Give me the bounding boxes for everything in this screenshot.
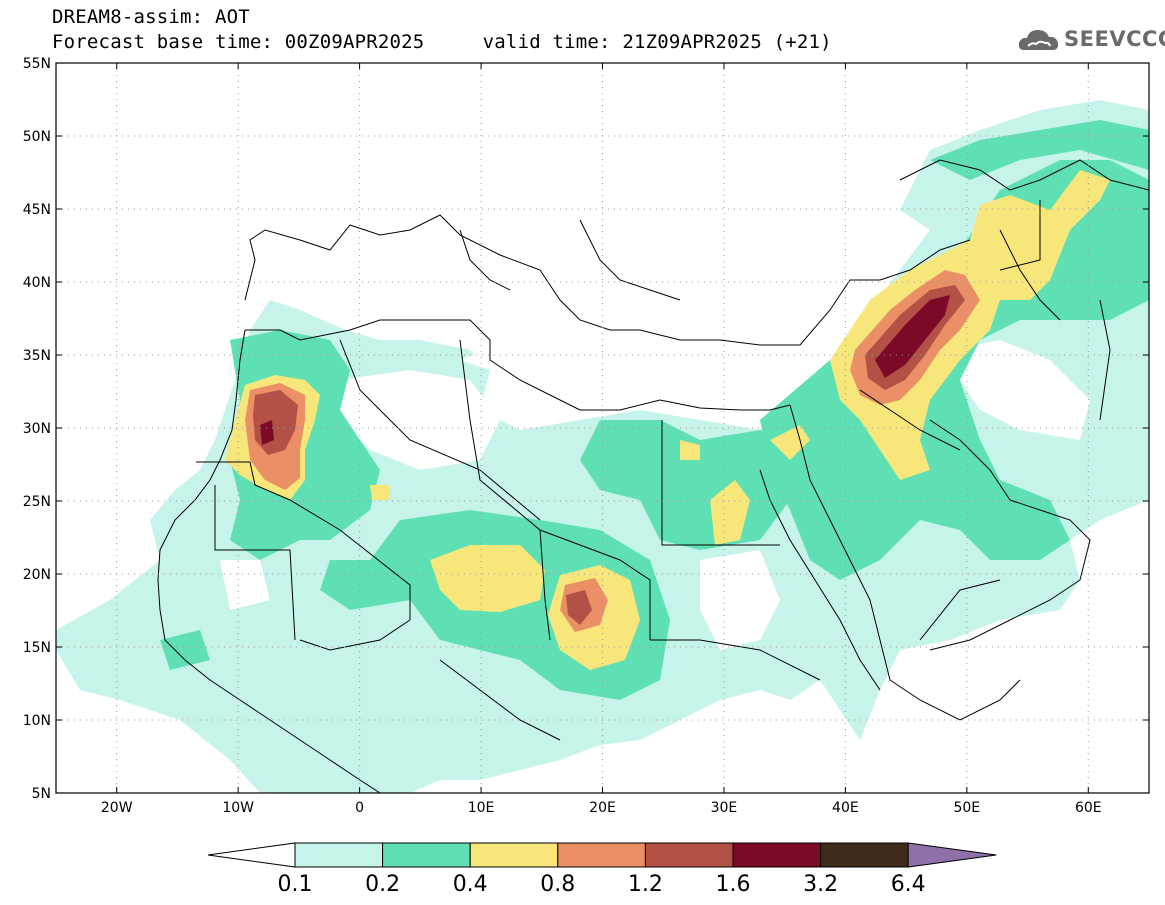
colorbar-label: 0.2 <box>365 872 400 897</box>
colorbar-cell <box>469 842 559 868</box>
aot-clear-areas <box>220 340 1090 650</box>
lat-tick-label: 25N <box>23 494 51 510</box>
colorbar-cell-under <box>207 842 296 868</box>
lon-tick-label: 50E <box>953 800 980 816</box>
colorbar-cell <box>732 842 822 868</box>
axis-ticks <box>56 62 1149 794</box>
colorbar-cell <box>557 842 646 868</box>
lat-tick-label: 55N <box>23 56 51 72</box>
valid-time: valid time: 21Z09APR2025 (+21) <box>482 31 832 53</box>
cloud-icon <box>1018 30 1059 50</box>
colorbar-label: 0.1 <box>278 872 313 897</box>
colorbar-cells <box>207 842 997 868</box>
lat-tick-label: 35N <box>23 348 51 364</box>
forecast-base-time: Forecast base time: 00Z09APR2025 <box>52 31 425 53</box>
colorbar-cell-over <box>907 842 997 868</box>
colorbar-label: 0.4 <box>453 872 488 897</box>
colorbar-cell <box>820 842 909 868</box>
lat-tick-label: 20N <box>23 567 51 583</box>
map-title: DREAM8-assim: AOT <box>52 6 250 28</box>
country-borders <box>196 200 1111 741</box>
lat-tick-label: 45N <box>23 202 51 218</box>
lat-tick-label: 15N <box>23 640 51 656</box>
colorbar-label: 0.8 <box>540 872 575 897</box>
lon-tick-label: 40E <box>832 800 859 816</box>
lat-tick-label: 50N <box>23 129 51 145</box>
lon-tick-label: 30E <box>711 800 738 816</box>
colorbar-label: 1.2 <box>628 872 663 897</box>
lon-tick-label: 10E <box>468 800 495 816</box>
colorbar-label: 3.2 <box>803 872 838 897</box>
colorbar-label: 1.6 <box>716 872 751 897</box>
aot-level-1.6 <box>260 295 950 445</box>
lat-tick-label: 10N <box>23 713 51 729</box>
colorbar-labels: 0.1 0.2 0.4 0.8 1.2 1.6 3.2 6.4 <box>278 872 926 897</box>
grid-lines <box>56 63 1149 793</box>
lat-tick-label: 30N <box>23 421 51 437</box>
logo-text: SEEVCCC <box>1064 27 1165 51</box>
coastlines <box>157 159 1149 793</box>
colorbar-label: 6.4 <box>891 872 926 897</box>
lon-tick-label: 60E <box>1075 800 1102 816</box>
colorbar-cell <box>382 842 471 868</box>
lat-tick-label: 40N <box>23 275 51 291</box>
lat-axis-labels: 5N 10N 15N 20N 25N 30N 35N 40N 45N 50N 55N <box>23 56 51 802</box>
lon-tick-label: 10W <box>222 800 254 816</box>
lon-axis-labels: 20W 10W 0 10E 20E 30E 40E 50E 60E <box>101 800 1102 816</box>
lon-tick-label: 0 <box>355 800 364 816</box>
lat-tick-label: 5N <box>32 786 51 802</box>
forecast-time-line: Forecast base time: 00Z09APR2025 valid t… <box>52 31 832 53</box>
colorbar-cell <box>294 842 384 868</box>
colorbar-cell <box>644 842 734 868</box>
lon-tick-label: 20W <box>101 800 133 816</box>
aot-field <box>56 100 1149 793</box>
lon-tick-label: 20E <box>589 800 616 816</box>
